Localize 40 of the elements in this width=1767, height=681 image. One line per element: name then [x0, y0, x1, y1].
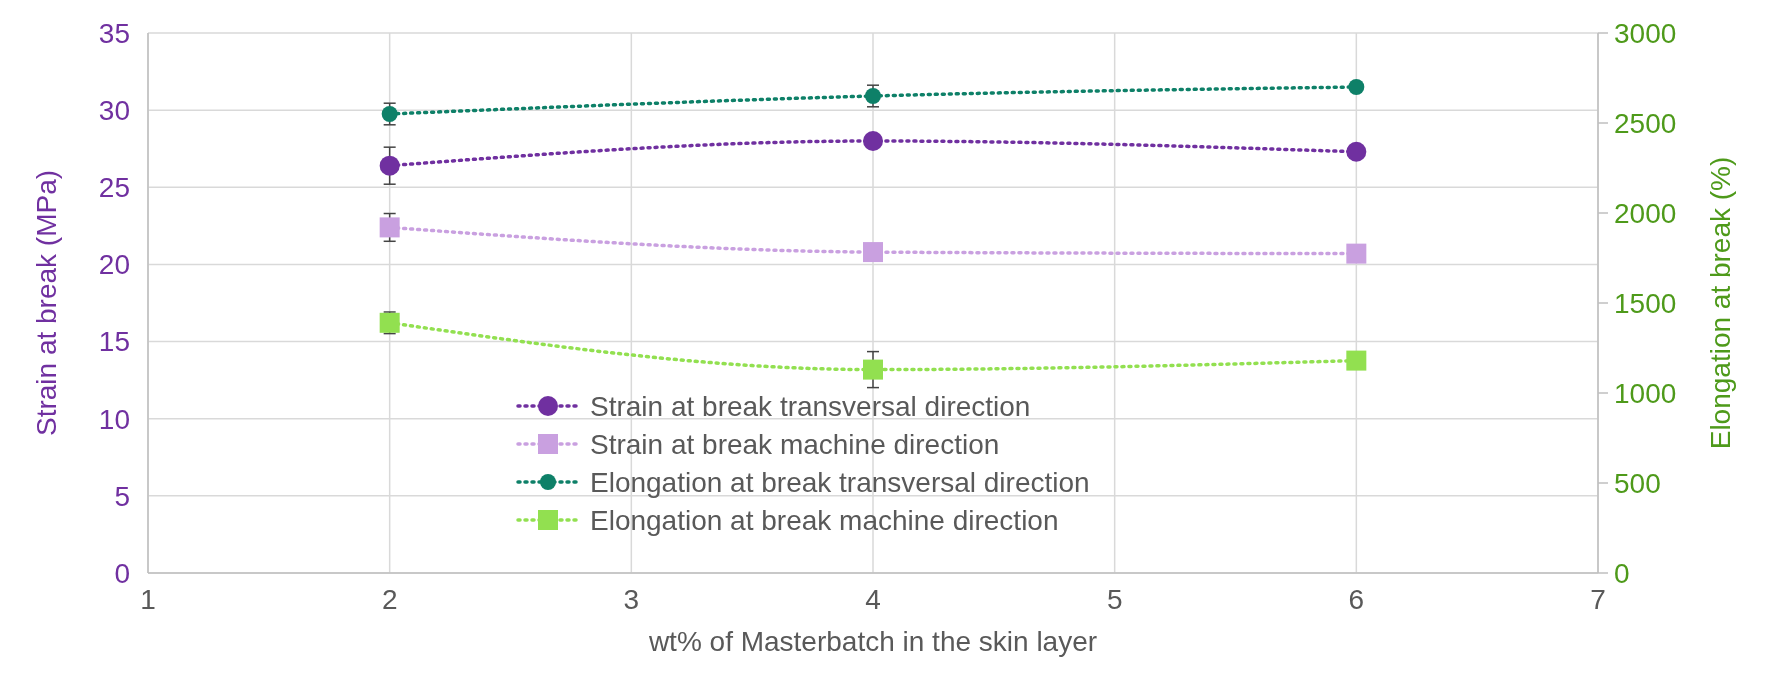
x-tick-label: 5	[1106, 584, 1123, 615]
y2-tick-label: 3000	[1614, 17, 1677, 49]
legend-label: Elongation at break transversal direction	[590, 466, 1090, 498]
legend-label: Elongation at break machine direction	[590, 504, 1059, 536]
point	[863, 131, 883, 151]
legend-label: Strain at break transversal direction	[590, 390, 1031, 422]
x-tick-label: 4	[865, 584, 881, 615]
point	[1348, 79, 1365, 95]
x-tick-label: 6	[1348, 584, 1365, 615]
y-tick-label: 25	[98, 172, 130, 204]
y2-tick-label: 2500	[1614, 107, 1677, 139]
x-tick-label: 1	[140, 584, 156, 615]
x-tick-label: 7	[1590, 584, 1606, 615]
y2-tick-label: 500	[1614, 467, 1661, 499]
y-tick-label: 0	[114, 557, 130, 589]
x-tick-label: 2	[381, 584, 398, 615]
y-tick-label: 30	[98, 94, 130, 126]
point	[1346, 243, 1367, 264]
point	[379, 217, 400, 238]
y2-tick-label: 0	[1614, 557, 1630, 589]
point	[865, 88, 881, 104]
point	[1346, 350, 1367, 371]
y-tick-label: 35	[98, 17, 130, 49]
x-axis-title: wt% of Masterbatch in the skin layer	[647, 626, 1098, 657]
y-tick-label: 20	[98, 249, 130, 281]
y-tick-label: 10	[98, 403, 130, 435]
point	[863, 242, 883, 263]
point	[381, 106, 398, 122]
y-tick-label: 15	[98, 326, 130, 358]
y2-tick-label: 2000	[1614, 197, 1677, 229]
point	[1346, 141, 1367, 162]
y-axis-title: Strain at break (MPa)	[31, 169, 62, 437]
y2-axis-title: Elongation at break (%)	[1705, 156, 1736, 450]
legend-label: Strain at break machine direction	[590, 428, 1000, 460]
x-tick-label: 3	[623, 584, 640, 615]
y-tick-label: 5	[114, 480, 130, 512]
y2-tick-label: 1500	[1614, 287, 1677, 319]
point	[863, 359, 883, 380]
y2-tick-label: 1000	[1614, 377, 1677, 409]
point	[379, 155, 400, 176]
